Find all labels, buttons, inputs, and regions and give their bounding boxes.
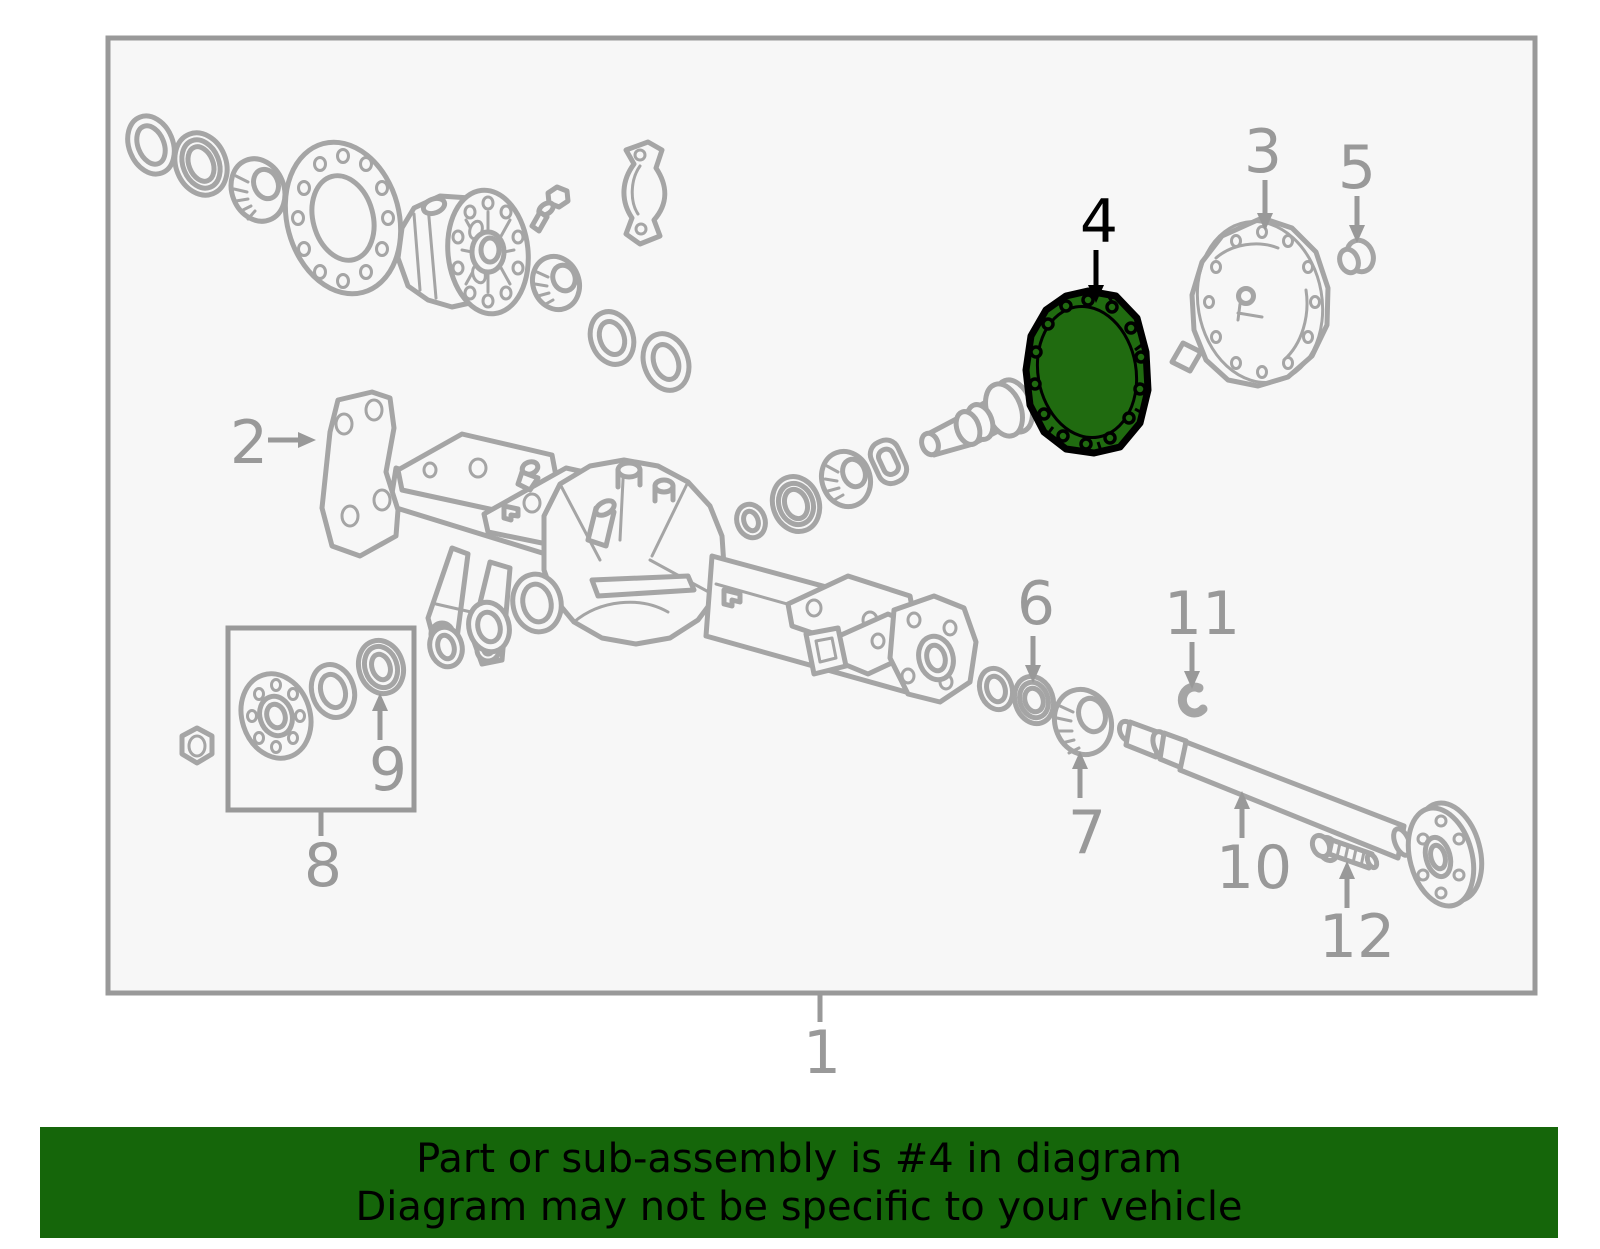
left-axle-seals [427, 599, 512, 670]
banner-line-2: Diagram may not be specific to your vehi… [355, 1183, 1243, 1230]
callout-label-3: 3 [1244, 117, 1282, 187]
highlight-notice-banner: Part or sub-assembly is #4 in diagram Di… [40, 1127, 1558, 1238]
ring-gear-flange [282, 139, 404, 297]
callout-label-10: 10 [1216, 833, 1292, 903]
wheel-stud [1309, 832, 1380, 871]
right-axle-seal-and-bearings [976, 665, 1115, 758]
callout-label-9: 9 [369, 735, 407, 805]
callout-label-8: 8 [304, 831, 342, 901]
pinion-seals-and-bearings [125, 113, 288, 224]
callout-label-2: 2 [230, 408, 268, 478]
bearing-cap-bracket [621, 139, 668, 247]
cover-gasket-highlighted [1022, 287, 1152, 457]
axle-shaft [1117, 718, 1485, 909]
callout-label-6: 6 [1017, 569, 1055, 639]
differential-carrier [395, 187, 531, 317]
callout-label-5: 5 [1338, 133, 1376, 203]
callout-label-1: 1 [803, 1018, 841, 1088]
callout-label-7: 7 [1068, 798, 1106, 868]
callout-label-4: 4 [1080, 187, 1118, 257]
callout-label-11: 11 [1164, 579, 1240, 649]
carrier-side-bearing-and-seals [529, 253, 692, 393]
pinion-shaft-parts [734, 437, 910, 541]
callout-label-12: 12 [1319, 902, 1395, 972]
banner-line-1: Part or sub-assembly is #4 in diagram [416, 1135, 1182, 1182]
cover-bolt [1337, 237, 1376, 276]
callouts: 1 2 3 4 5 6 7 8 9 10 [230, 117, 1395, 1088]
differential-cover [1189, 215, 1331, 389]
hub-kit-group [179, 625, 417, 813]
axle-housing [319, 389, 979, 705]
carrier-bolt [529, 184, 571, 234]
